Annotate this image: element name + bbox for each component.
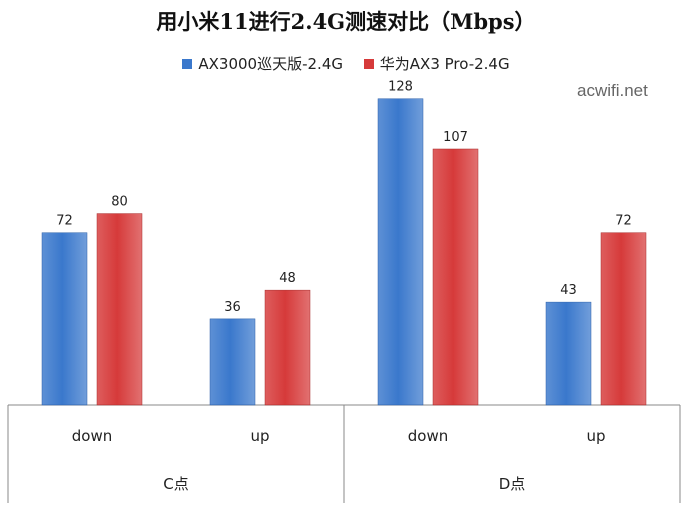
legend-swatch-series-2 xyxy=(363,58,374,69)
legend-label-series-2: 华为AX3 Pro-2.4G xyxy=(379,55,510,73)
bar-series-2 xyxy=(264,289,311,406)
group-label: D点 xyxy=(499,475,526,493)
bar-series-2 xyxy=(600,232,647,406)
bar-series-2 xyxy=(432,148,479,406)
watermark: acwifi.net xyxy=(577,81,648,100)
data-label: 72 xyxy=(615,214,632,229)
chart-title: 用小米11进行2.4G测速对比（Mbps） xyxy=(156,9,536,34)
data-label: 128 xyxy=(388,80,413,95)
bar-series-1 xyxy=(377,98,424,406)
bar-series-2 xyxy=(96,213,143,406)
category-label: down xyxy=(72,427,112,445)
bar-series-1 xyxy=(41,232,88,406)
legend-label-series-1: AX3000巡天版-2.4G xyxy=(198,55,343,73)
data-label: 107 xyxy=(443,130,468,145)
legend-swatch-series-1 xyxy=(182,58,193,69)
group-label: C点 xyxy=(163,475,188,493)
bar-series-1 xyxy=(209,318,256,406)
data-label: 48 xyxy=(279,271,296,286)
data-label: 72 xyxy=(56,214,73,229)
legend-item-series-1: AX3000巡天版-2.4G xyxy=(182,53,343,74)
data-label: 36 xyxy=(224,300,241,315)
legend: AX3000巡天版-2.4G 华为AX3 Pro-2.4G xyxy=(0,53,692,74)
bar-series-1 xyxy=(545,301,592,406)
category-label: up xyxy=(586,427,605,445)
legend-item-series-2: 华为AX3 Pro-2.4G xyxy=(363,53,510,74)
category-label: up xyxy=(250,427,269,445)
data-label: 80 xyxy=(111,195,128,210)
category-label: down xyxy=(408,427,448,445)
data-label: 43 xyxy=(560,283,577,298)
